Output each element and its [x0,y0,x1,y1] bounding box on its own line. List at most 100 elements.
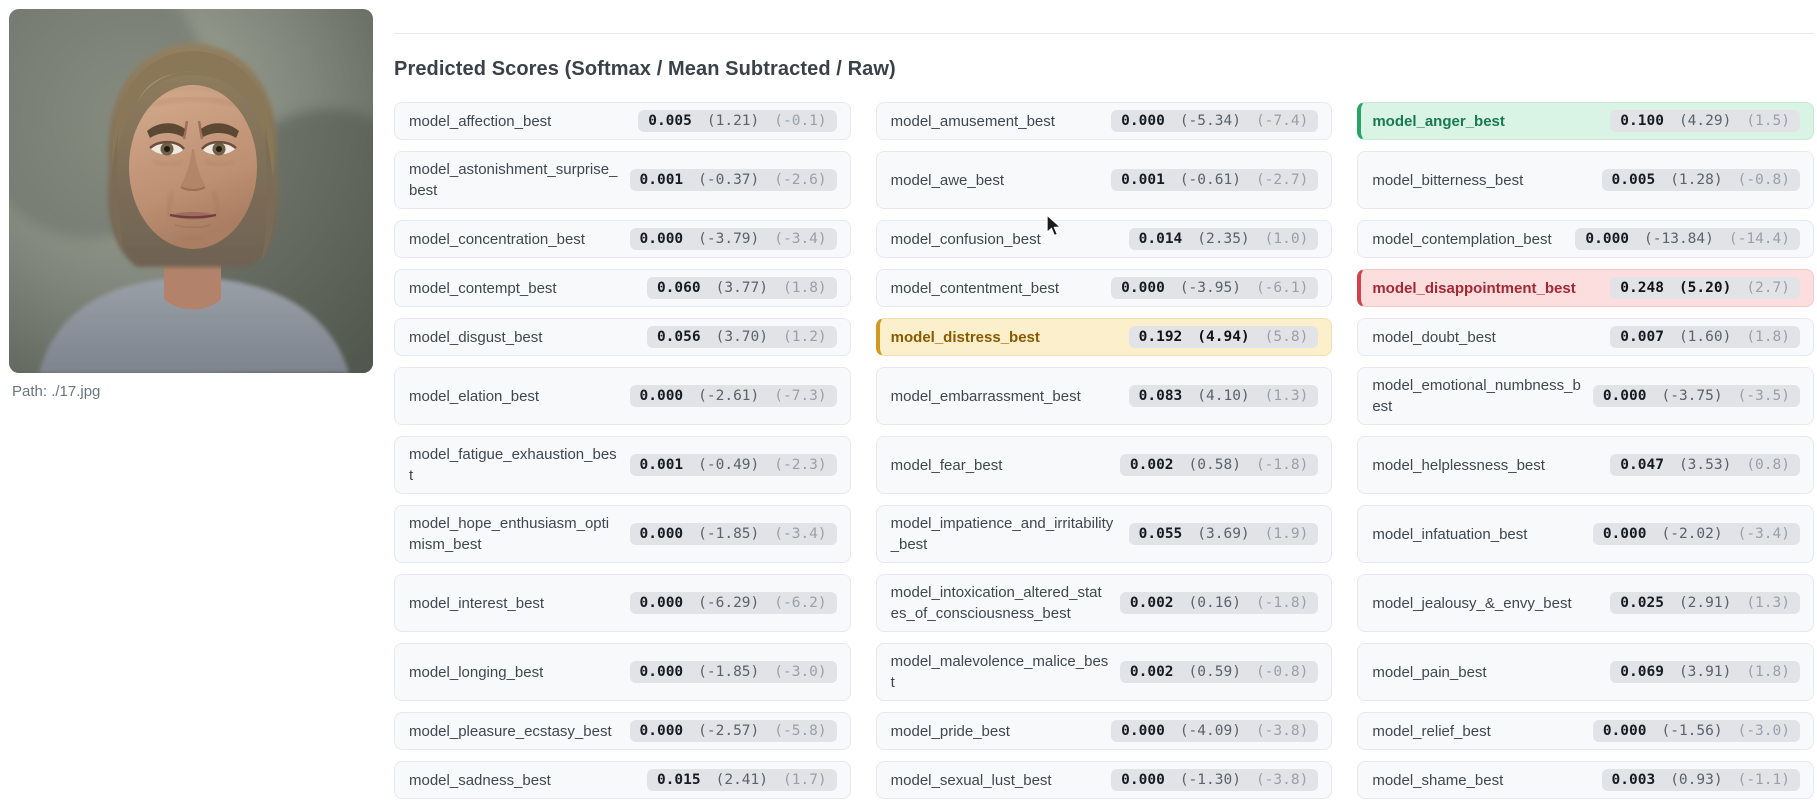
model-label: model_fear_best [890,456,1003,474]
score-row[interactable]: model_distress_best 0.192 (4.94) (5.8) [875,318,1333,356]
mean-subtracted-value: (-2.02) [1661,526,1723,542]
score-row[interactable]: model_contentment_best 0.000 (-3.95) (-6… [875,269,1333,307]
mean-subtracted-value: (-5.34) [1179,113,1241,129]
model-label: model_disappointment_best [1372,279,1576,297]
softmax-value: 0.001 [639,172,684,188]
model-label: model_pain_best [1372,663,1487,681]
score-row[interactable]: model_concentration_best 0.000 (-3.79) (… [394,220,851,258]
mean-subtracted-value: (0.16) [1188,595,1241,611]
model-label: model_fatigue_exhaustion_best [409,446,617,484]
softmax-value: 0.000 [639,231,684,247]
score-row[interactable]: model_intoxication_altered_states_of_con… [875,574,1333,632]
score-row[interactable]: model_hope_enthusiasm_optimism_best 0.00… [394,505,851,563]
softmax-value: 0.000 [1121,280,1165,296]
score-row[interactable]: model_impatience_and_irritability_best 0… [875,505,1333,563]
raw-value: (-3.8) [1255,723,1309,739]
score-row[interactable]: model_longing_best 0.000 (-1.85) (-3.0) [394,643,851,701]
score-row[interactable]: model_sexual_lust_best 0.000 (-1.30) (-3… [875,761,1333,799]
model-label: model_infatuation_best [1372,525,1528,543]
raw-value: (-0.8) [1255,664,1309,680]
image-path-label: Path: ./17.jpg [12,383,101,400]
raw-value: (1.0) [1264,231,1309,247]
score-row[interactable]: model_astonishment_surprise_best 0.001 (… [394,151,851,209]
mean-subtracted-value: (-6.29) [698,595,760,611]
score-row[interactable]: model_bitterness_best 0.005 (1.28) (-0.8… [1357,151,1814,209]
score-row[interactable]: model_disgust_best 0.056 (3.70) (1.2) [394,318,851,356]
score-row[interactable]: model_pain_best 0.069 (3.91) (1.8) [1357,643,1814,701]
softmax-value: 0.056 [656,329,701,345]
score-row[interactable]: model_helplessness_best 0.047 (3.53) (0.… [1357,436,1814,494]
score-pill: 0.001 (-0.49) (-2.3) [629,454,837,476]
score-pill: 0.000 (-2.02) (-3.4) [1592,523,1800,545]
raw-value: (-7.4) [1255,113,1309,129]
score-pill: 0.047 (3.53) (0.8) [1610,454,1800,476]
mean-subtracted-value: (-0.61) [1179,172,1241,188]
model-label: model_contemplation_best [1372,230,1552,248]
score-row[interactable]: model_doubt_best 0.007 (1.60) (1.8) [1357,318,1814,356]
score-row[interactable]: model_fatigue_exhaustion_best 0.001 (-0.… [394,436,851,494]
raw-value: (-1.8) [1255,457,1309,473]
score-pill: 0.000 (-1.85) (-3.0) [629,661,837,683]
score-pill: 0.000 (-4.09) (-3.8) [1111,720,1319,742]
raw-value: (-3.4) [1737,526,1790,542]
mean-subtracted-value: (-0.37) [698,172,760,188]
score-row[interactable]: model_relief_best 0.000 (-1.56) (-3.0) [1357,712,1814,750]
score-row[interactable]: model_interest_best 0.000 (-6.29) (-6.2) [394,574,851,632]
score-pill: 0.100 (4.29) (1.5) [1610,110,1800,132]
mean-subtracted-value: (-3.95) [1179,280,1241,296]
model-label: model_pride_best [890,722,1010,740]
mean-subtracted-value: (-3.79) [698,231,760,247]
softmax-value: 0.100 [1620,113,1664,129]
score-pill: 0.056 (3.70) (1.2) [646,326,837,348]
mean-subtracted-value: (-1.56) [1661,723,1723,739]
score-row[interactable]: model_affection_best 0.005 (1.21) (-0.1) [394,102,851,140]
score-pill: 0.248 (5.20) (2.7) [1610,277,1800,299]
score-row[interactable]: model_jealousy_&_envy_best 0.025 (2.91) … [1357,574,1814,632]
score-pill: 0.014 (2.35) (1.0) [1128,228,1319,250]
score-row[interactable]: model_disappointment_best 0.248 (5.20) (… [1357,269,1814,307]
score-row[interactable]: model_embarrassment_best 0.083 (4.10) (1… [875,367,1333,425]
score-row[interactable]: model_sadness_best 0.015 (2.41) (1.7) [394,761,851,799]
model-label: model_awe_best [890,171,1005,189]
softmax-value: 0.001 [1121,172,1165,188]
model-label: model_hope_enthusiasm_optimism_best [409,515,610,553]
mean-subtracted-value: (3.53) [1678,457,1732,473]
score-pill: 0.000 (-1.30) (-3.8) [1111,769,1319,791]
mean-subtracted-value: (2.91) [1678,595,1732,611]
score-row[interactable]: model_contemplation_best 0.000 (-13.84) … [1357,220,1814,258]
score-row[interactable]: model_pleasure_ecstasy_best 0.000 (-2.57… [394,712,851,750]
score-row[interactable]: model_pride_best 0.000 (-4.09) (-3.8) [875,712,1333,750]
score-row[interactable]: model_contempt_best 0.060 (3.77) (1.8) [394,269,851,307]
score-pill: 0.000 (-3.95) (-6.1) [1111,277,1319,299]
score-row[interactable]: model_amusement_best 0.000 (-5.34) (-7.4… [875,102,1333,140]
input-image[interactable] [9,9,373,373]
model-label: model_helplessness_best [1372,456,1545,474]
score-row[interactable]: model_fear_best 0.002 (0.58) (-1.8) [875,436,1333,494]
score-row[interactable]: model_anger_best 0.100 (4.29) (1.5) [1357,102,1814,140]
model-label: model_emotional_numbness_best [1372,377,1581,415]
score-pill: 0.000 (-5.34) (-7.4) [1111,110,1319,132]
mean-subtracted-value: (1.28) [1670,172,1723,188]
score-row[interactable]: model_emotional_numbness_best 0.000 (-3.… [1357,367,1814,425]
score-row[interactable]: model_infatuation_best 0.000 (-2.02) (-3… [1357,505,1814,563]
raw-value: (-14.4) [1728,231,1790,247]
score-pill: 0.002 (0.58) (-1.8) [1119,454,1319,476]
softmax-value: 0.000 [639,595,684,611]
softmax-value: 0.192 [1138,329,1183,345]
score-row[interactable]: model_awe_best 0.001 (-0.61) (-2.7) [875,151,1333,209]
softmax-value: 0.000 [639,388,684,404]
score-pill: 0.025 (2.91) (1.3) [1610,592,1800,614]
softmax-value: 0.002 [1129,664,1174,680]
scores-grid: model_affection_best 0.005 (1.21) (-0.1)… [394,102,1814,800]
score-row[interactable]: model_malevolence_malice_best 0.002 (0.5… [875,643,1333,701]
score-pill: 0.005 (1.28) (-0.8) [1601,169,1800,191]
score-row[interactable]: model_shame_best 0.003 (0.93) (-1.1) [1357,761,1814,799]
softmax-value: 0.000 [1121,113,1165,129]
model-label: model_affection_best [409,112,552,130]
score-row[interactable]: model_elation_best 0.000 (-2.61) (-7.3) [394,367,851,425]
score-pill: 0.055 (3.69) (1.9) [1128,523,1319,545]
score-row[interactable]: model_confusion_best 0.014 (2.35) (1.0) [875,220,1333,258]
model-label: model_astonishment_surprise_best [409,161,618,199]
mean-subtracted-value: (-0.49) [698,457,760,473]
score-pill: 0.002 (0.59) (-0.8) [1119,661,1319,683]
